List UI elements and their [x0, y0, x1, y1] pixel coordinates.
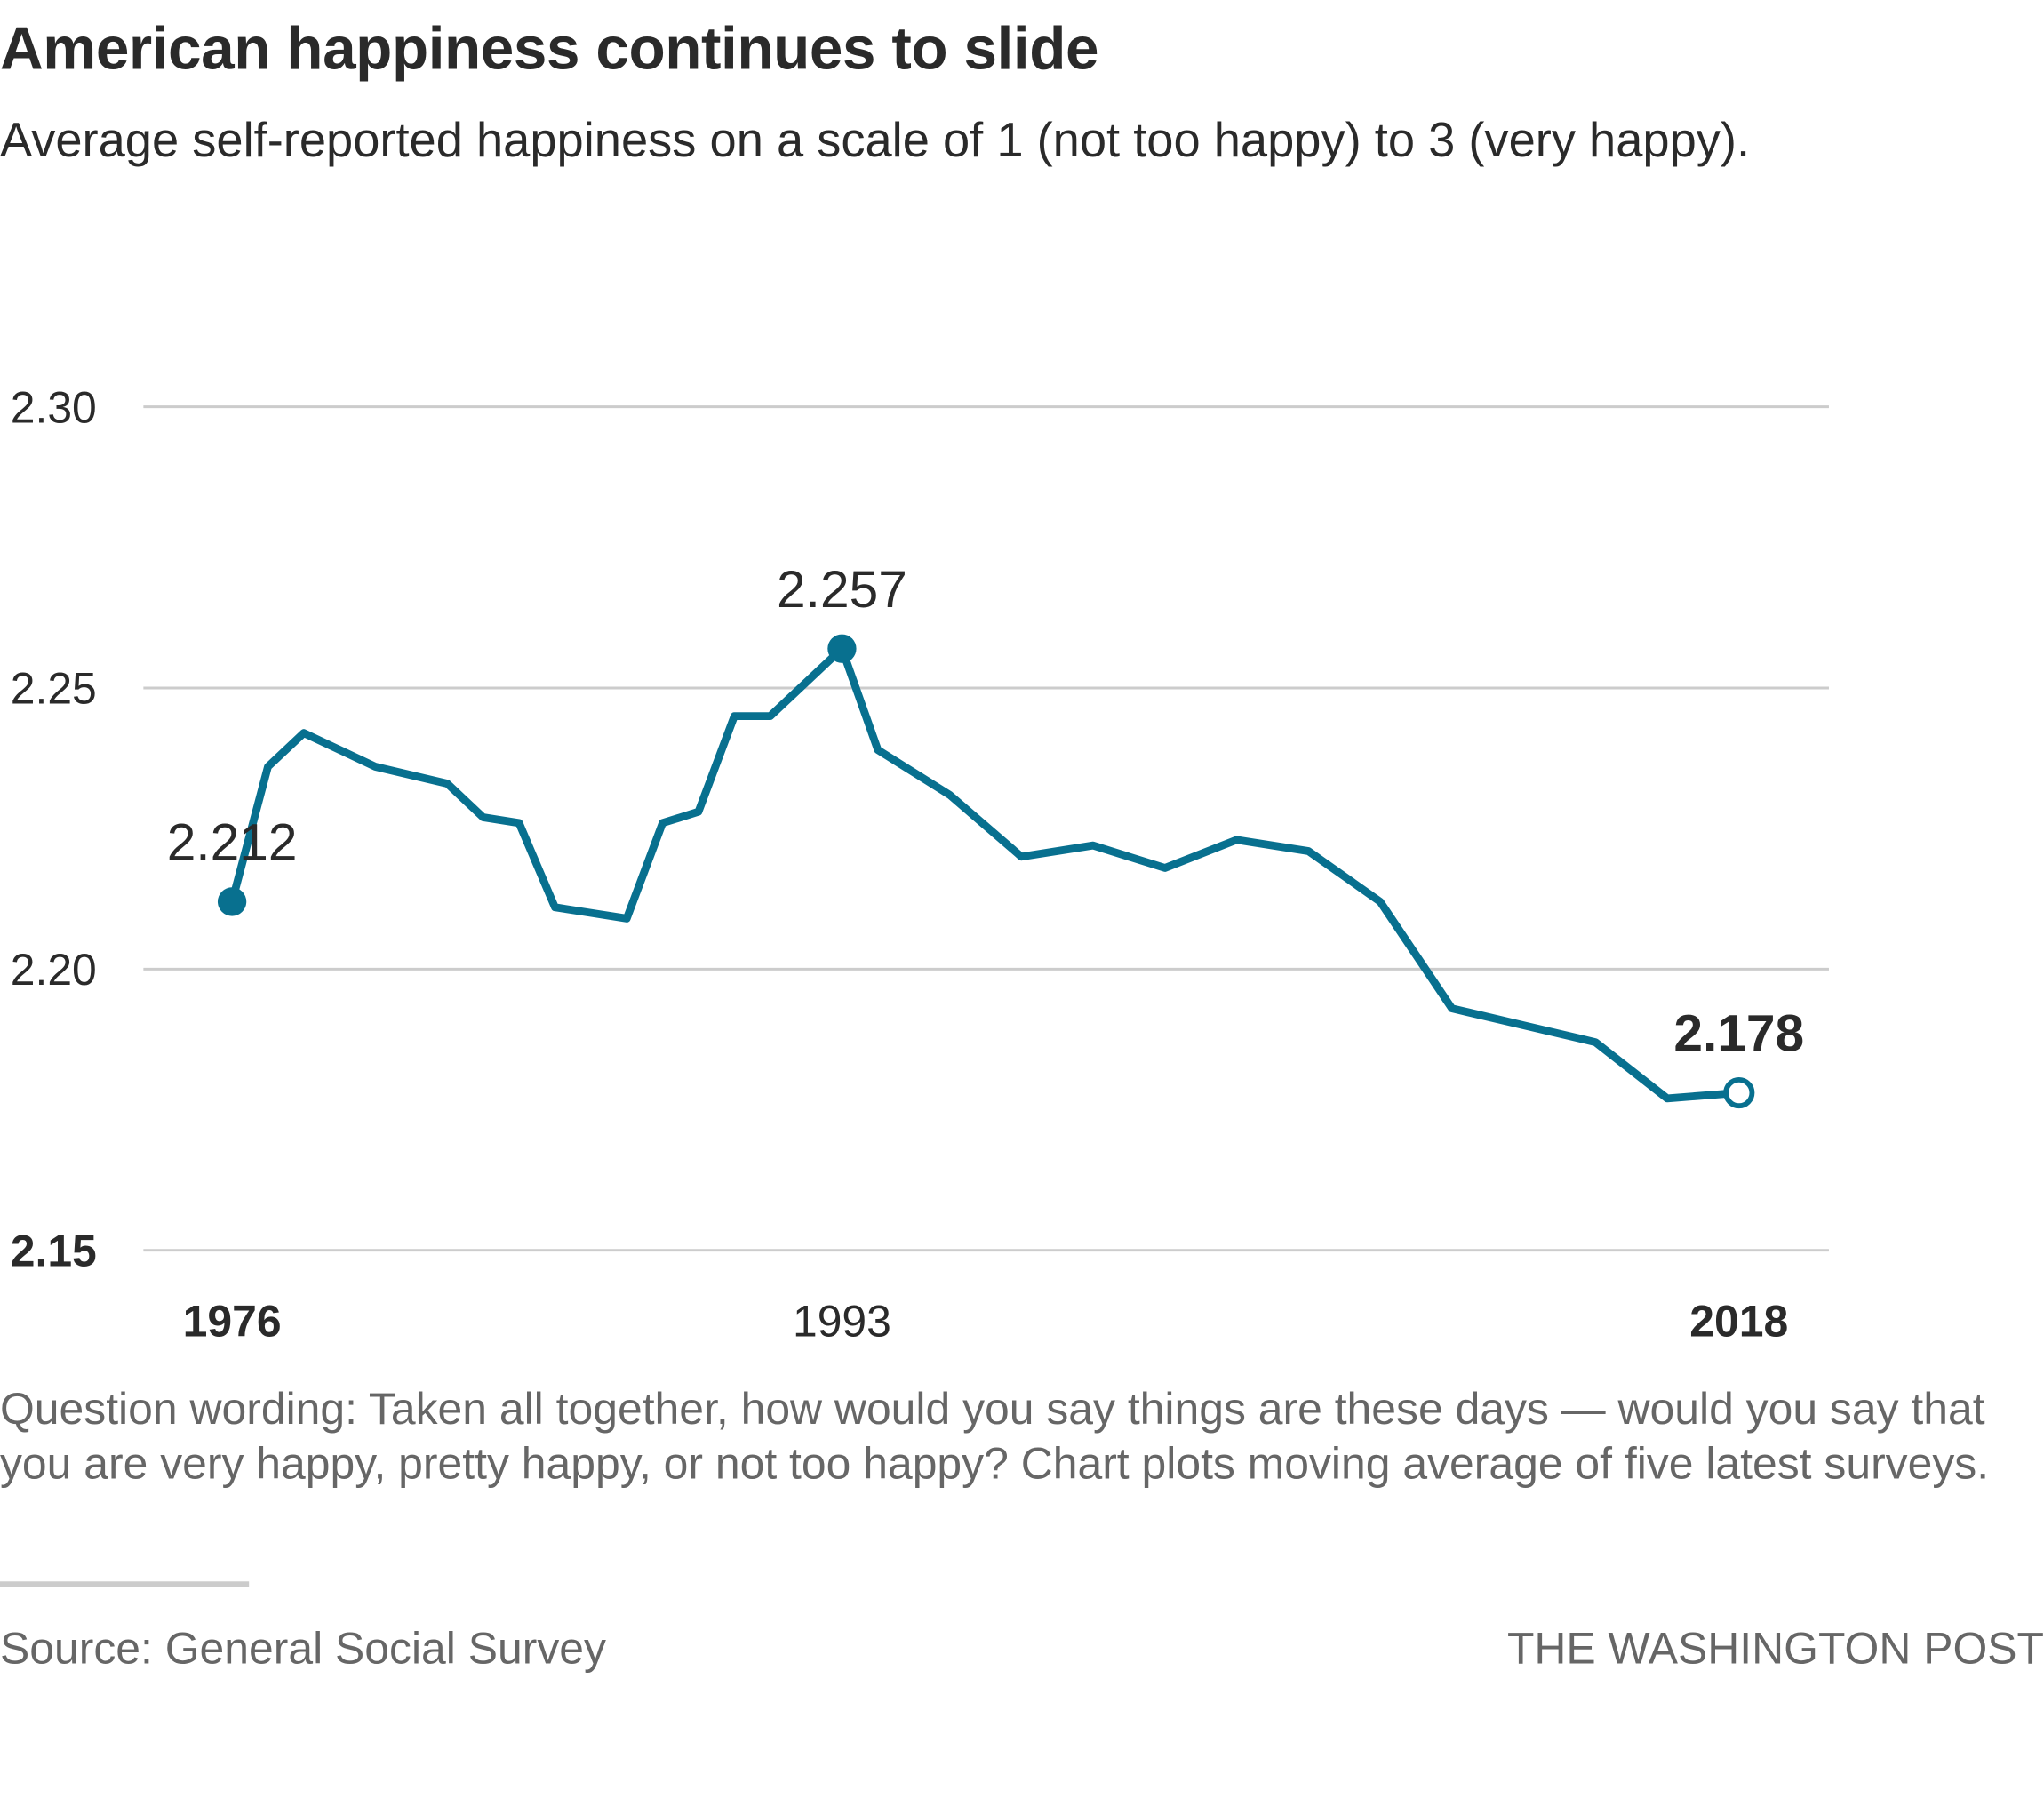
source: Source: General Social Survey — [0, 1624, 606, 1675]
y-tick-label: 2.30 — [11, 382, 97, 432]
data-line — [228, 644, 1740, 1103]
chart-subtitle: Average self-reported happiness on a sca… — [0, 113, 1751, 167]
note: Question wording: Taken all together, ho… — [0, 1384, 1990, 1490]
x-tick-label: 2018 — [1689, 1297, 1788, 1347]
divider — [0, 1581, 250, 1587]
point — [1723, 1076, 1755, 1109]
y-tick-label: 2.15 — [11, 1226, 97, 1275]
value-label: 2.212 — [167, 813, 298, 871]
value-label: 2.257 — [777, 561, 907, 619]
y-tick-label: 2.20 — [11, 945, 97, 995]
x-tick-label: 1976 — [183, 1297, 282, 1347]
chart-title: American happiness continues to slide — [0, 14, 1099, 83]
x-tick-label: 1993 — [793, 1297, 891, 1347]
credit: THE WASHINGTON POST — [1506, 1624, 2044, 1675]
y-tick-label: 2.25 — [11, 664, 97, 714]
point — [827, 634, 857, 663]
point — [217, 887, 247, 916]
value-label: 2.178 — [1673, 1005, 1804, 1063]
